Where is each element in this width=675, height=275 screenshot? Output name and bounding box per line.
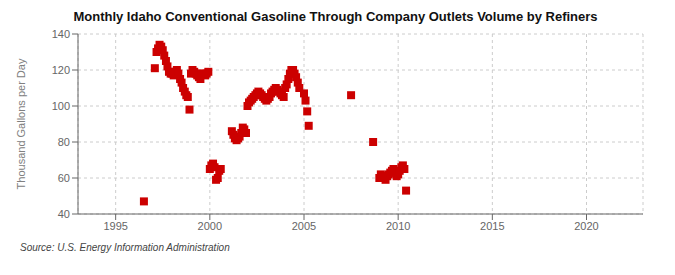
svg-text:2015: 2015: [480, 220, 504, 232]
html-text:Monthly Idaho Conventional Gas: Monthly Idaho Conventional Gasoline Thro…: [73, 9, 598, 24]
svg-text:140: 140: [52, 28, 70, 40]
svg-text:2005: 2005: [292, 220, 316, 232]
svg-text:1995: 1995: [103, 220, 127, 232]
svg-text:60: 60: [58, 172, 70, 184]
svg-text:100: 100: [52, 100, 70, 112]
svg-text:2020: 2020: [574, 220, 598, 232]
svg-text:2010: 2010: [386, 220, 410, 232]
svg-text:2000: 2000: [198, 220, 222, 232]
html-text:Source: U.S. Energy Informatio: Source: U.S. Energy Information Administ…: [20, 242, 230, 253]
svg-text:40: 40: [58, 208, 70, 220]
svg-text:Thousand Gallons per Day: Thousand Gallons per Day: [15, 58, 27, 189]
svg-text:120: 120: [52, 64, 70, 76]
svg-text:80: 80: [58, 136, 70, 148]
